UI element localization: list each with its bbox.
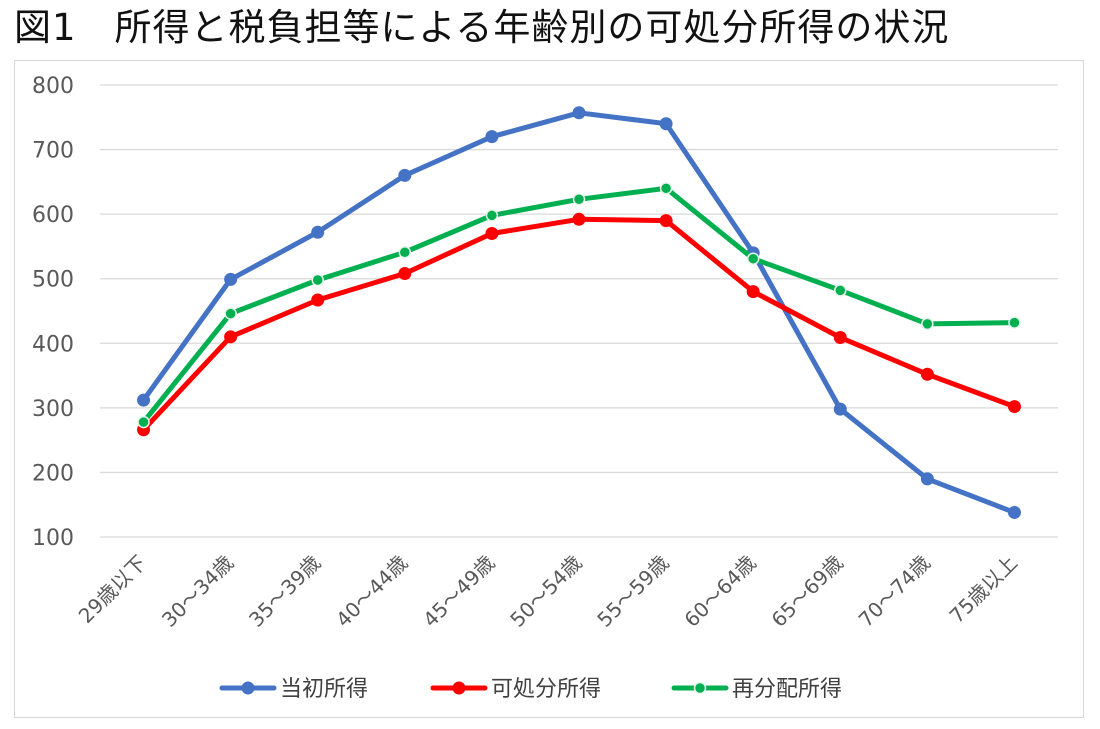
- data-point: [485, 209, 499, 222]
- data-point: [398, 245, 412, 259]
- legend-label: 当初所得: [280, 677, 368, 702]
- series-line: [141, 216, 1017, 433]
- x-tick-label: 35～39歳: [244, 551, 325, 632]
- data-point: [311, 273, 324, 287]
- data-point: [920, 472, 934, 486]
- legend-marker: [693, 681, 707, 695]
- data-point: [398, 168, 412, 182]
- legend-label: 可処分所得: [491, 677, 601, 702]
- page-title: 図1 所得と税負担等による年齢別の可処分所得の状況: [14, 6, 950, 49]
- data-point: [921, 317, 934, 331]
- series-group: [137, 106, 1021, 519]
- x-tick-label: 60～64歳: [679, 551, 760, 632]
- x-tick-label: 70～74歳: [854, 551, 935, 632]
- y-tick-label: 200: [32, 461, 74, 486]
- y-tick-label: 100: [32, 526, 74, 551]
- data-point: [834, 284, 847, 297]
- x-tick-label: 29歳以下: [74, 551, 151, 628]
- x-axis-ticks: 29歳以下 30～34歳 35～39歳 40～44歳 45～49歳 50～54歳 55～59…: [74, 551, 1022, 632]
- data-point: [137, 415, 150, 429]
- legend-item-3: 再分配所得: [671, 677, 842, 702]
- y-tick-label: 800: [32, 74, 74, 99]
- data-point: [224, 330, 238, 344]
- legend: 当初所得 可処分所得 再分配所得: [219, 677, 842, 702]
- data-point: [572, 193, 586, 206]
- y-tick-label: 700: [32, 139, 74, 164]
- series-line: [141, 110, 1017, 515]
- data-point: [1007, 505, 1021, 519]
- data-point: [833, 402, 847, 416]
- data-point: [485, 227, 499, 241]
- data-point: [746, 285, 760, 299]
- x-tick-label: 50～54歳: [505, 551, 586, 632]
- data-point: [659, 117, 673, 131]
- data-point: [572, 212, 586, 226]
- legend-item-1: 当初所得: [219, 677, 368, 702]
- series-1: [137, 106, 1021, 519]
- legend-item-2: 可処分所得: [430, 677, 601, 702]
- data-point: [311, 225, 325, 239]
- data-point: [311, 293, 325, 307]
- legend-marker: [452, 681, 466, 695]
- series-2: [137, 212, 1021, 437]
- x-tick-label: 75歳以上: [945, 551, 1022, 628]
- y-axis-ticks: 100 200 300 400 500 600 700 800: [32, 74, 74, 551]
- data-point: [1008, 316, 1021, 329]
- data-point: [485, 130, 499, 144]
- data-point: [224, 307, 237, 320]
- data-point: [137, 393, 151, 407]
- data-point: [1007, 400, 1021, 414]
- y-tick-label: 300: [32, 397, 74, 422]
- series-3: [137, 182, 1021, 429]
- data-point: [920, 367, 934, 381]
- data-point: [224, 272, 238, 286]
- x-tick-label: 65～69歳: [767, 551, 848, 632]
- x-tick-label: 40～44歳: [331, 551, 412, 632]
- y-tick-label: 500: [32, 268, 74, 293]
- data-point: [833, 330, 847, 344]
- data-point: [398, 267, 412, 281]
- data-point: [746, 252, 760, 265]
- legend-marker: [241, 681, 255, 695]
- data-point: [659, 214, 673, 228]
- chart-frame: [14, 60, 1084, 718]
- legend-label: 再分配所得: [732, 677, 842, 702]
- y-tick-label: 600: [32, 203, 74, 228]
- y-tick-label: 400: [32, 332, 74, 357]
- x-tick-label: 30～34歳: [157, 551, 238, 632]
- x-tick-label: 45～49歳: [418, 551, 499, 632]
- data-point: [572, 106, 586, 120]
- x-tick-label: 55～59歳: [592, 551, 673, 632]
- data-point: [659, 182, 673, 195]
